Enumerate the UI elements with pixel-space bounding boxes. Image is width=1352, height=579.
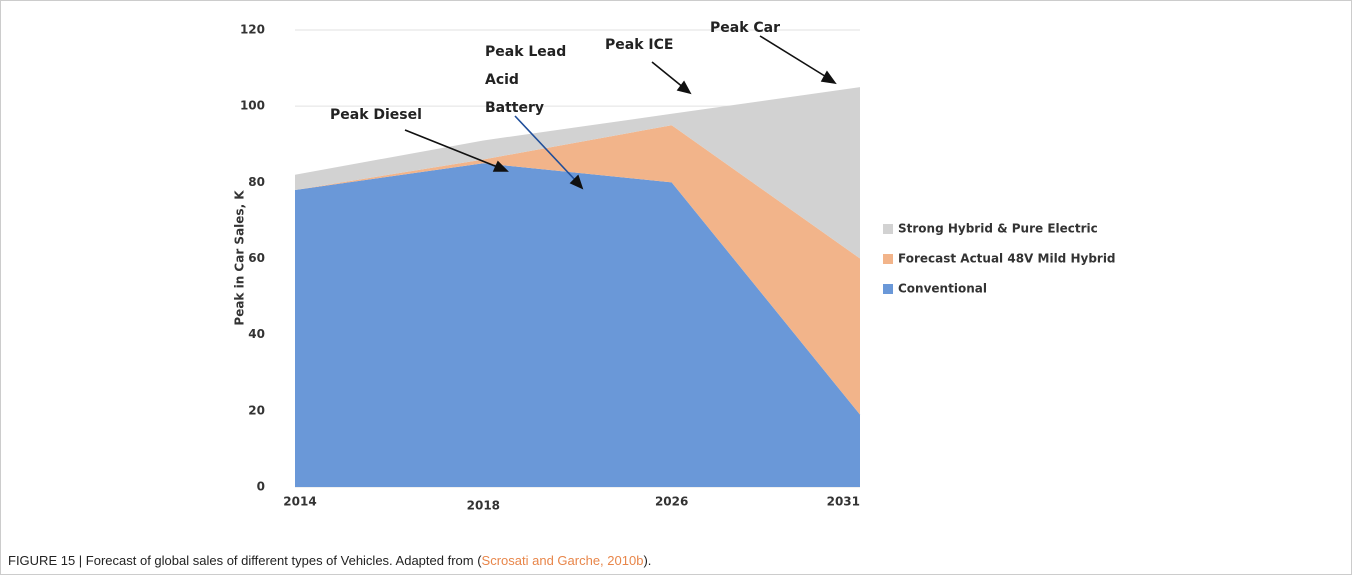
y-tick-label: 60 xyxy=(248,251,265,265)
caption: FIGURE 15 | Forecast of global sales of … xyxy=(8,553,651,568)
annotation: Peak ICE xyxy=(605,37,673,53)
area xyxy=(295,87,860,259)
legend-swatch xyxy=(883,284,893,294)
arrow-head xyxy=(820,70,837,85)
annotation: Peak Diesel xyxy=(330,107,422,123)
y-tick-label: 0 xyxy=(257,480,265,494)
arrow xyxy=(651,61,685,89)
x-tick-label: 2018 xyxy=(467,499,500,513)
legend-label: Forecast Actual 48V Mild Hybrid xyxy=(898,252,1116,266)
annotation: Peak Lead xyxy=(485,44,566,60)
annotation: Peak Car xyxy=(710,20,780,36)
arrow xyxy=(759,35,829,79)
annotation: Battery xyxy=(485,100,544,116)
y-axis-label: Peak in Car Sales, K xyxy=(233,190,247,326)
x-tick-label: 2031 xyxy=(827,495,860,509)
legend-label: Strong Hybrid & Pure Electric xyxy=(898,222,1098,236)
arrow-head xyxy=(492,160,509,172)
plot: 0 20 40 60 80 100 120 2014 2018 2026 2031 Strong Hy… xyxy=(240,20,1116,513)
arrows xyxy=(404,35,837,190)
legend-label: Conventional xyxy=(898,282,987,296)
x-tick-label: 2026 xyxy=(655,495,688,509)
legend-swatch xyxy=(883,254,893,264)
y-tick-label: 100 xyxy=(240,99,265,113)
area xyxy=(295,125,860,415)
legend-swatch xyxy=(883,224,893,234)
x-tick-label: 2014 xyxy=(283,495,316,509)
annotation: Acid xyxy=(485,72,519,88)
area xyxy=(295,163,860,487)
arrow xyxy=(514,115,578,183)
y-tick-label: 20 xyxy=(248,403,265,417)
arrow xyxy=(404,129,501,169)
arrow-head xyxy=(569,174,584,190)
y-tick-label: 40 xyxy=(248,327,265,341)
y-tick-label: 80 xyxy=(248,175,265,189)
y-tick-label: 120 xyxy=(240,23,265,37)
arrow-head xyxy=(676,80,692,95)
